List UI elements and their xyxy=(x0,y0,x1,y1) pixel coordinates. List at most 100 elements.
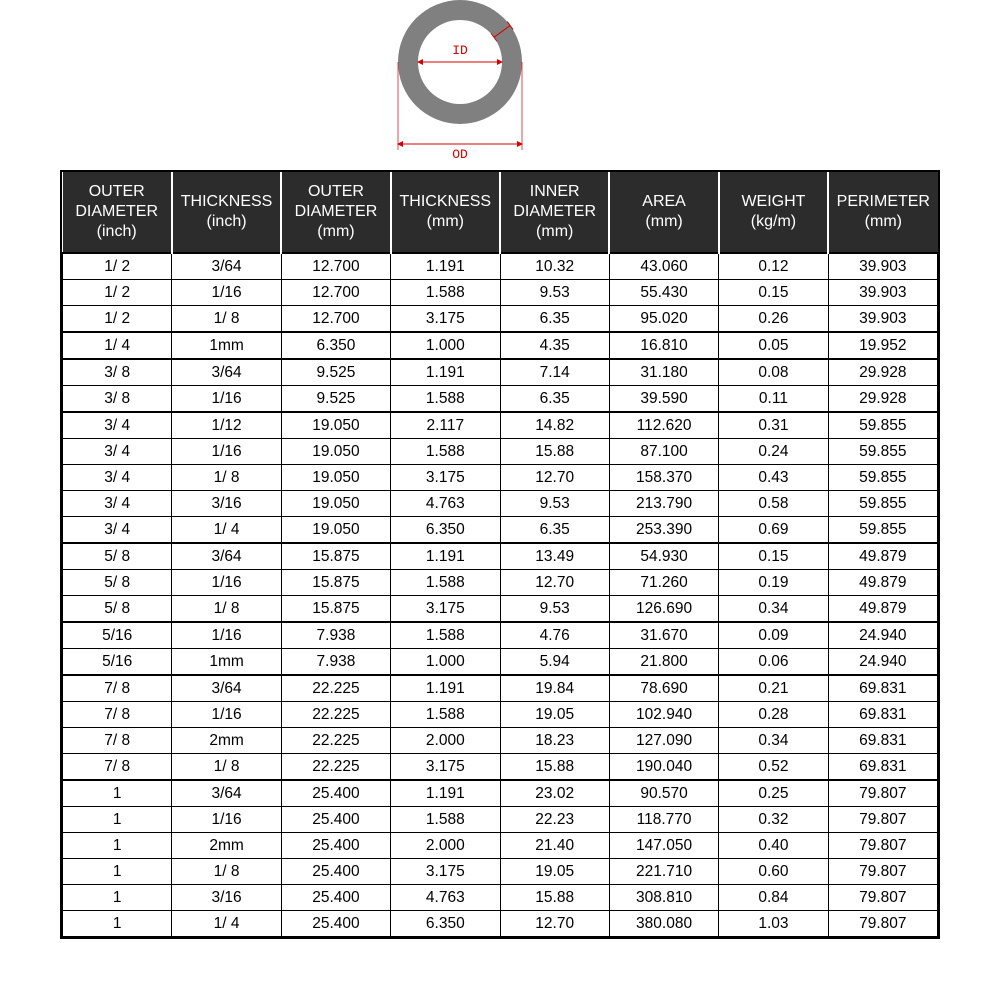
table-row: 3/ 83/649.5251.1917.1431.1800.0829.928 xyxy=(63,359,938,386)
table-cell: 3.175 xyxy=(391,859,500,885)
table-cell: 79.807 xyxy=(828,859,937,885)
table-cell: 39.590 xyxy=(609,386,718,413)
table-cell: 112.620 xyxy=(609,412,718,439)
table-cell: 24.940 xyxy=(828,649,937,676)
table-row: 3/ 41/1219.0502.11714.82112.6200.3159.85… xyxy=(63,412,938,439)
table-cell: 0.06 xyxy=(719,649,828,676)
table-header-cell: INNERDIAMETER(mm) xyxy=(500,172,609,253)
table-cell: 1/ 8 xyxy=(172,754,281,781)
table-cell: 22.225 xyxy=(281,675,390,702)
table-row: 5/ 81/ 815.8753.1759.53126.6900.3449.879 xyxy=(63,596,938,623)
table-cell: 213.790 xyxy=(609,491,718,517)
table-cell: 1/16 xyxy=(172,386,281,413)
table-cell: 25.400 xyxy=(281,807,390,833)
table-row: 11/1625.4001.58822.23118.7700.3279.807 xyxy=(63,807,938,833)
table-cell: 3/ 4 xyxy=(63,412,172,439)
table-cell: 7.938 xyxy=(281,649,390,676)
table-cell: 9.53 xyxy=(500,280,609,306)
table-cell: 1.191 xyxy=(391,359,500,386)
table-cell: 0.21 xyxy=(719,675,828,702)
table-cell: 22.225 xyxy=(281,702,390,728)
table-cell: 25.400 xyxy=(281,911,390,937)
table-cell: 15.875 xyxy=(281,570,390,596)
table-cell: 19.952 xyxy=(828,332,937,359)
table-cell: 9.53 xyxy=(500,491,609,517)
table-cell: 87.100 xyxy=(609,439,718,465)
tube-diagram: IDOD xyxy=(0,0,1000,170)
table-cell: 7/ 8 xyxy=(63,728,172,754)
table-cell: 15.88 xyxy=(500,439,609,465)
table-cell: 6.350 xyxy=(391,517,500,544)
table-cell: 2mm xyxy=(172,833,281,859)
table-cell: 25.400 xyxy=(281,833,390,859)
table-cell: 5/ 8 xyxy=(63,570,172,596)
table-cell: 2.000 xyxy=(391,728,500,754)
table-cell: 3.175 xyxy=(391,596,500,623)
table-cell: 126.690 xyxy=(609,596,718,623)
table-cell: 29.928 xyxy=(828,359,937,386)
table-cell: 1.03 xyxy=(719,911,828,937)
table-cell: 79.807 xyxy=(828,807,937,833)
table-cell: 4.763 xyxy=(391,491,500,517)
table-cell: 59.855 xyxy=(828,517,937,544)
table-cell: 1 xyxy=(63,911,172,937)
table-cell: 14.82 xyxy=(500,412,609,439)
table-row: 13/1625.4004.76315.88308.8100.8479.807 xyxy=(63,885,938,911)
table-cell: 78.690 xyxy=(609,675,718,702)
table-cell: 19.84 xyxy=(500,675,609,702)
table-cell: 1/ 4 xyxy=(172,517,281,544)
table-row: 3/ 81/169.5251.5886.3539.5900.1129.928 xyxy=(63,386,938,413)
table-cell: 147.050 xyxy=(609,833,718,859)
table-cell: 3/16 xyxy=(172,885,281,911)
table-cell: 0.69 xyxy=(719,517,828,544)
table-cell: 3/64 xyxy=(172,359,281,386)
table-cell: 69.831 xyxy=(828,754,937,781)
table-cell: 0.28 xyxy=(719,702,828,728)
table-cell: 2.000 xyxy=(391,833,500,859)
table-cell: 6.350 xyxy=(391,911,500,937)
table-cell: 43.060 xyxy=(609,253,718,280)
table-cell: 6.350 xyxy=(281,332,390,359)
table-header-cell: THICKNESS(mm) xyxy=(391,172,500,253)
table-cell: 1 xyxy=(63,807,172,833)
table-cell: 190.040 xyxy=(609,754,718,781)
table-cell: 12.700 xyxy=(281,280,390,306)
table-cell: 3/ 4 xyxy=(63,491,172,517)
table-cell: 1/ 8 xyxy=(172,859,281,885)
table-cell: 0.09 xyxy=(719,622,828,649)
table-cell: 4.76 xyxy=(500,622,609,649)
table-cell: 0.84 xyxy=(719,885,828,911)
table-cell: 0.24 xyxy=(719,439,828,465)
table-cell: 79.807 xyxy=(828,833,937,859)
table-cell: 0.05 xyxy=(719,332,828,359)
table-cell: 25.400 xyxy=(281,780,390,807)
table-cell: 0.52 xyxy=(719,754,828,781)
table-cell: 7.14 xyxy=(500,359,609,386)
table-row: 3/ 41/ 819.0503.17512.70158.3700.4359.85… xyxy=(63,465,938,491)
table-cell: 24.940 xyxy=(828,622,937,649)
table-cell: 0.26 xyxy=(719,306,828,333)
table-cell: 10.32 xyxy=(500,253,609,280)
table-cell: 13.49 xyxy=(500,543,609,570)
table-cell: 69.831 xyxy=(828,702,937,728)
table-cell: 1.588 xyxy=(391,622,500,649)
table-cell: 7.938 xyxy=(281,622,390,649)
table-row: 1/ 21/ 812.7003.1756.3595.0200.2639.903 xyxy=(63,306,938,333)
table-cell: 9.525 xyxy=(281,386,390,413)
table-cell: 1/16 xyxy=(172,280,281,306)
table-cell: 3/64 xyxy=(172,253,281,280)
table-header-cell: OUTERDIAMETER(mm) xyxy=(281,172,390,253)
table-row: 13/6425.4001.19123.0290.5700.2579.807 xyxy=(63,780,938,807)
table-cell: 127.090 xyxy=(609,728,718,754)
table-cell: 3/64 xyxy=(172,675,281,702)
table-cell: 0.43 xyxy=(719,465,828,491)
table-header-cell: PERIMETER(mm) xyxy=(828,172,937,253)
table-cell: 95.020 xyxy=(609,306,718,333)
table-cell: 6.35 xyxy=(500,386,609,413)
table-cell: 0.60 xyxy=(719,859,828,885)
table-cell: 1.191 xyxy=(391,780,500,807)
table-row: 7/ 81/1622.2251.58819.05102.9400.2869.83… xyxy=(63,702,938,728)
table-cell: 49.879 xyxy=(828,596,937,623)
table-cell: 1mm xyxy=(172,649,281,676)
table-cell: 7/ 8 xyxy=(63,702,172,728)
